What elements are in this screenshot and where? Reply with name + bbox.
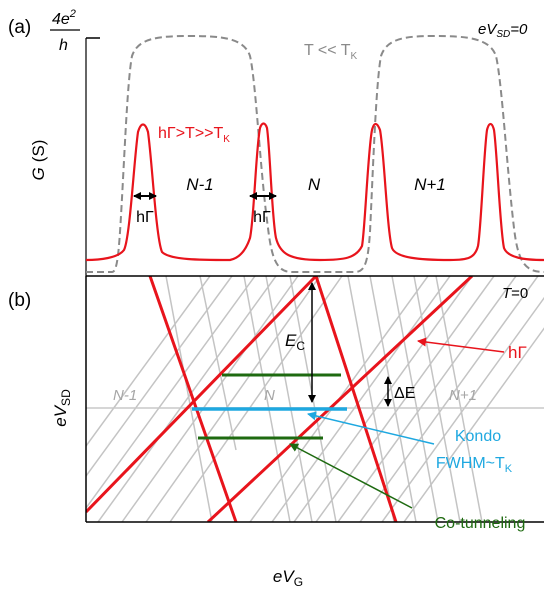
svg-text:4e2: 4e2 — [52, 8, 76, 28]
broadening-arrow — [417, 337, 505, 353]
panel-a: (a) 4e2 h G (S) eVSD=0 T << TK hΓ>T>>TK N… — [8, 8, 545, 276]
kondo-label-line1: Kondo — [455, 428, 501, 445]
region-label-n-minus-1: N-1 — [113, 387, 137, 404]
cotunneling-label: Co-tunneling — [435, 515, 526, 532]
temperature-label: T=0 — [502, 285, 528, 302]
cotunneling-arrow — [289, 443, 413, 509]
y-tick-numerator: 4e — [52, 11, 70, 28]
kondo-dashed-curve — [86, 34, 545, 273]
panel-a-label: (a) — [8, 17, 31, 38]
kondo-curve-label: T << TK — [304, 42, 358, 62]
panel-b: (b) T=0 eVSD eVG EC ΔE N-1 N N+1 hΓ Kond… — [8, 275, 544, 589]
kondo-arrow — [307, 411, 435, 445]
y-tick-denominator: h — [59, 37, 68, 54]
width-label-1: hΓ — [136, 209, 154, 226]
coulomb-diamond-edges — [86, 276, 474, 522]
y-axis-g: G — [29, 167, 48, 180]
panel-b-label: (b) — [8, 290, 31, 311]
charging-energy-label: EC — [285, 331, 305, 353]
red-edge-pos-1 — [86, 276, 318, 514]
coulomb-peaks-curve — [85, 122, 545, 262]
valley-label-n-plus-1: N+1 — [414, 175, 446, 194]
region-label-n-plus-1: N+1 — [449, 387, 477, 404]
y-tick-label: 4e2 h — [50, 8, 80, 54]
red-edge-pos-2 — [206, 276, 474, 522]
red-edge-neg-1 — [148, 276, 238, 522]
width-label-2: hΓ — [253, 209, 271, 226]
broadening-label: hΓ — [508, 343, 527, 362]
y-axis-unit: (S) — [29, 140, 48, 163]
red-edge-neg-2 — [314, 276, 398, 522]
delta-e-label: ΔE — [394, 385, 415, 402]
bias-label: eVSD=0 — [478, 21, 528, 40]
red-curve-label: hΓ>T>>TK — [158, 125, 230, 145]
region-label-n: N — [264, 387, 275, 404]
valley-label-n-minus-1: N-1 — [186, 175, 213, 194]
kondo-label-line2: FWHM~TK — [436, 455, 513, 475]
panel-a-y-axis-label: G (S) — [29, 140, 48, 181]
panel-b-x-axis-label: eVG — [273, 567, 303, 589]
y-tick-sup: 2 — [69, 8, 76, 20]
valley-label-n: N — [308, 175, 321, 194]
panel-b-y-axis-label: eVSD — [51, 389, 73, 427]
hatch-lines — [86, 276, 544, 522]
